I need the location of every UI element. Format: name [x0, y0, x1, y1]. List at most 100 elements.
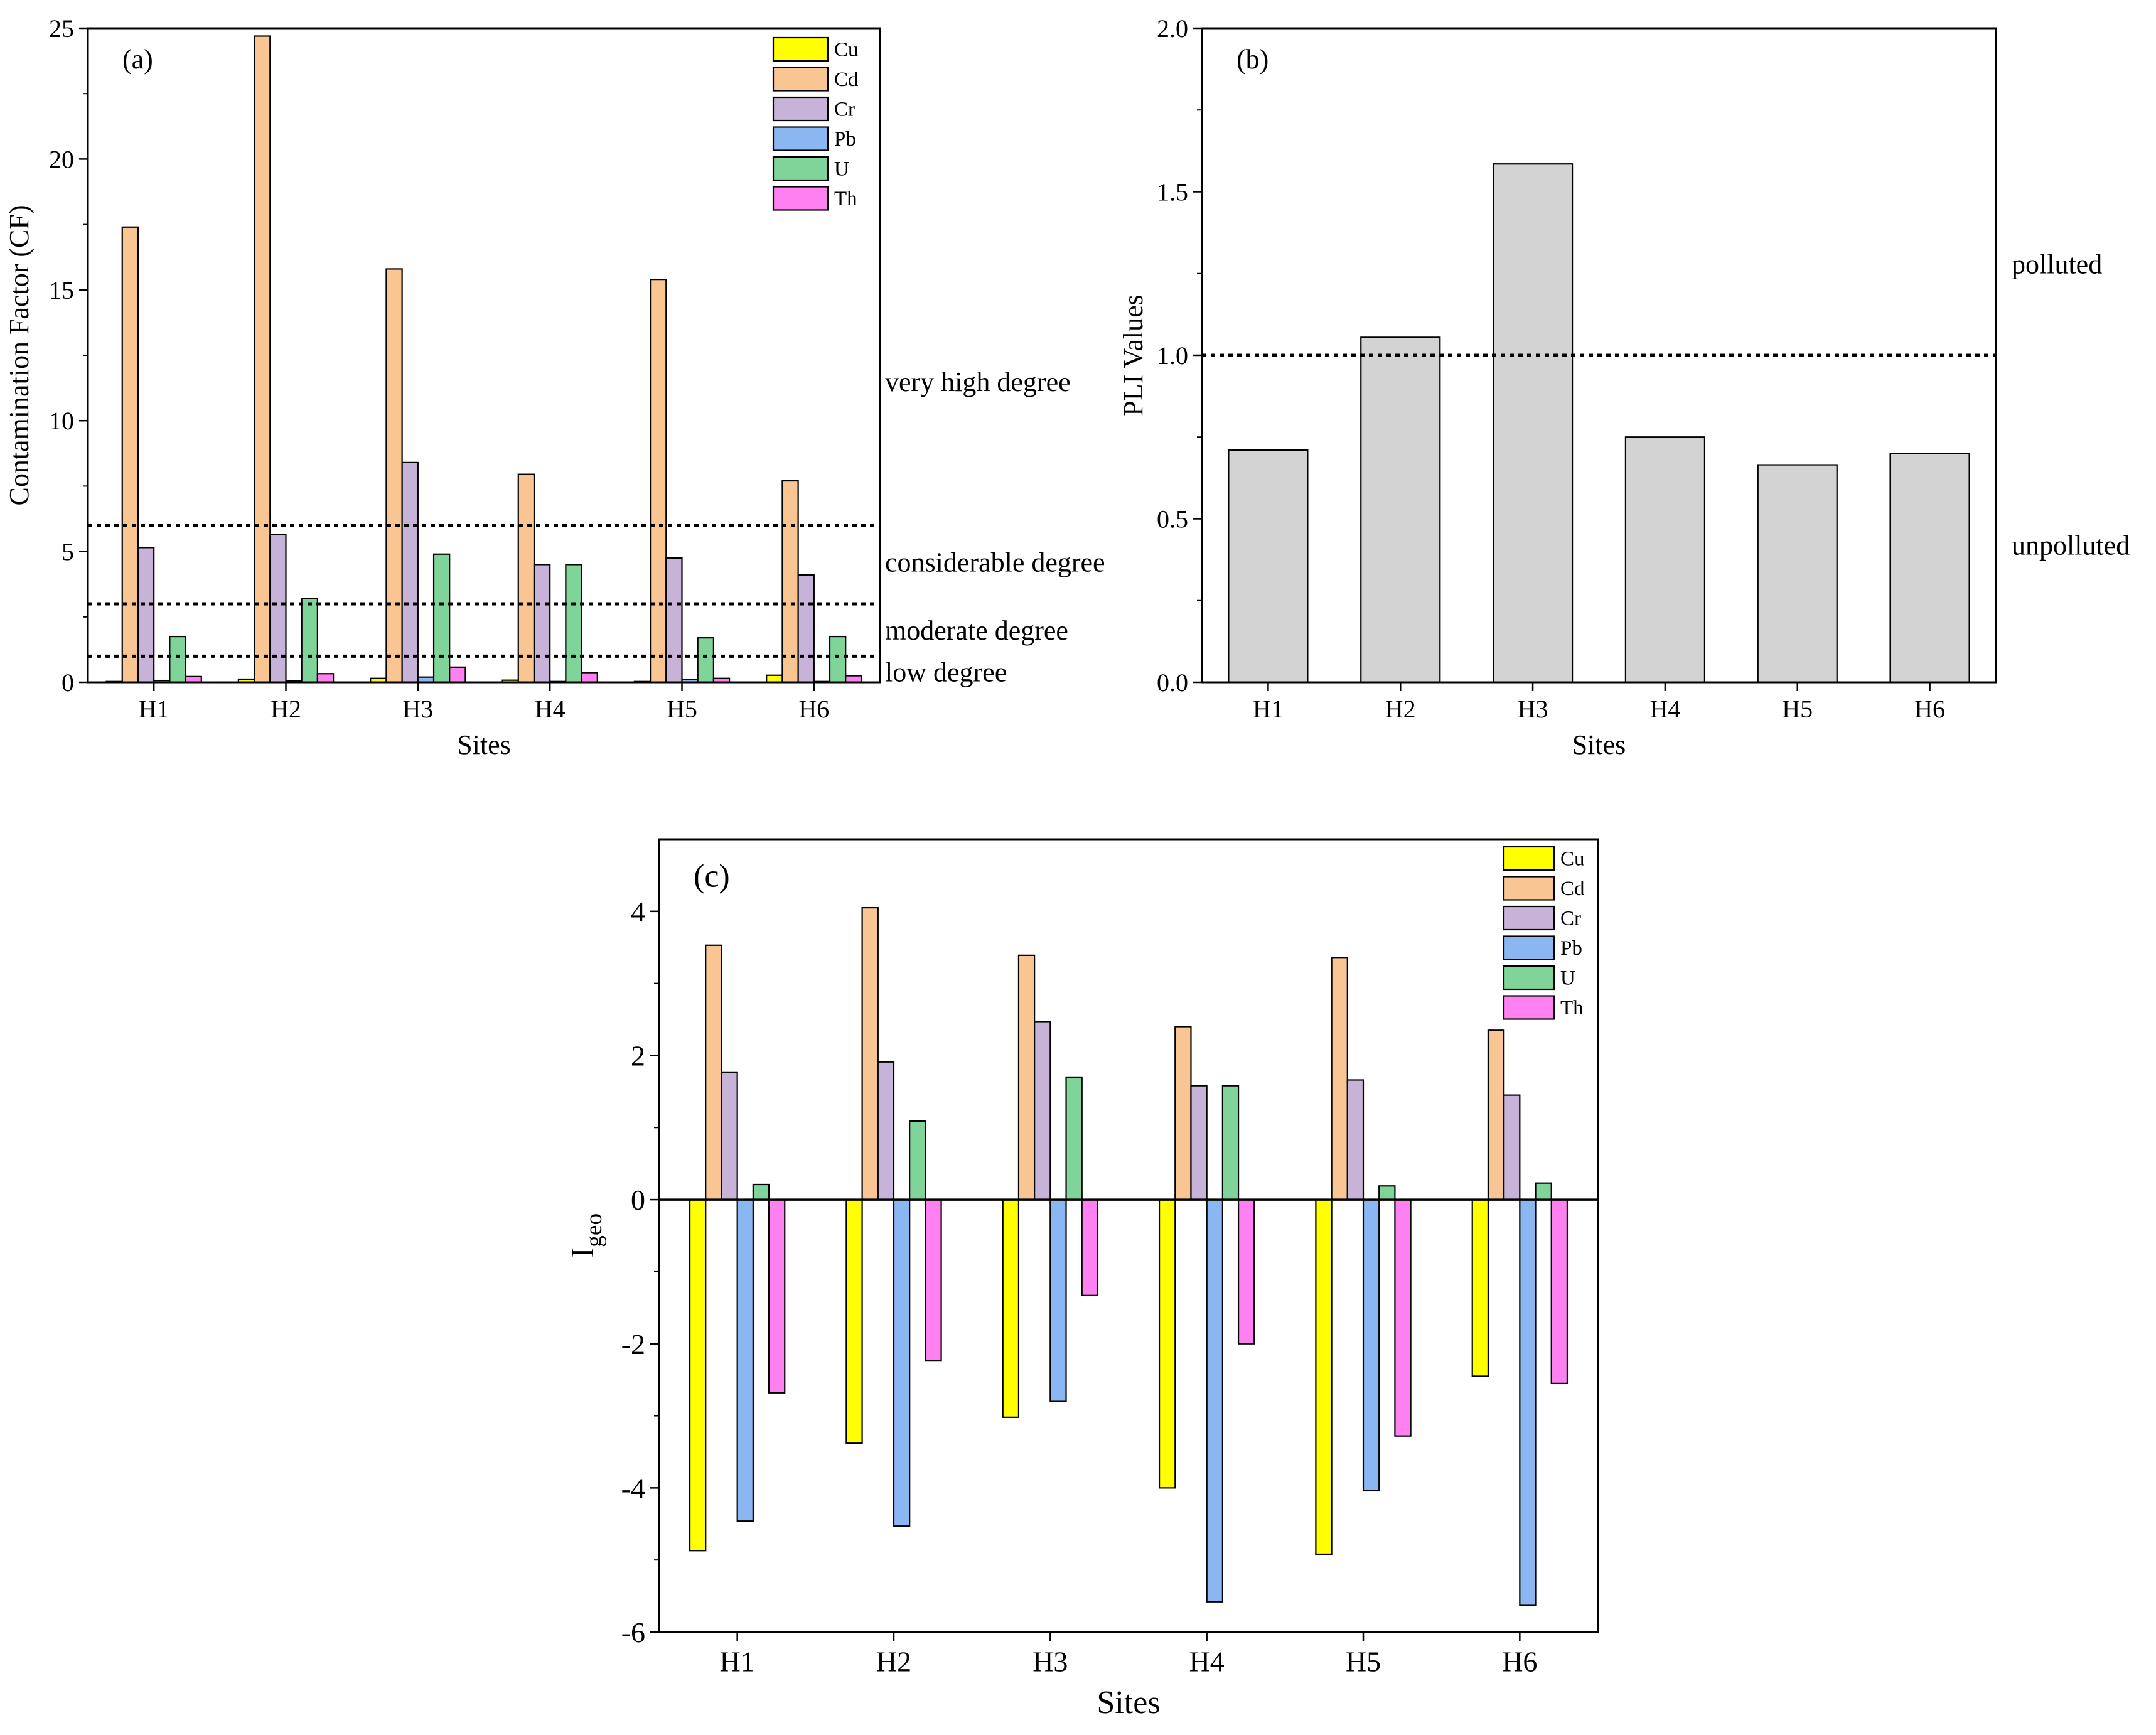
bar-Pb-H4: [1206, 1198, 1223, 1603]
y-axis-label-subscript: geo: [581, 1213, 607, 1247]
bar-Th-H5: [1394, 1198, 1412, 1437]
panel-label: (b): [1236, 44, 1268, 75]
x-tick-label: H3: [1518, 695, 1548, 723]
panel-a: 0 5 10 15 20 25 H1 H2 H3 H4 H5 H6 Sites Contamination…: [4, 14, 1105, 760]
y-tick-label: 1.0: [1157, 341, 1188, 370]
annotation-label: considerable degree: [885, 547, 1105, 578]
bar-U-H6: [829, 635, 847, 684]
x-tick-label: H1: [1253, 695, 1284, 723]
legend-label-U: U: [1560, 967, 1575, 990]
y-tick-label: 2.0: [1157, 14, 1188, 43]
x-tick-label: H2: [271, 695, 301, 723]
bar-PLI-H1: [1228, 449, 1309, 684]
bar-U-H5: [697, 637, 714, 684]
bar-Pb-H3: [1049, 1198, 1067, 1402]
y-axis-label: Igeo: [565, 1213, 607, 1258]
plot-frame: [658, 838, 1599, 1633]
y-tick-label: -4: [621, 1472, 645, 1504]
y-tick-label: -2: [621, 1328, 645, 1360]
x-tick-label: H5: [1782, 695, 1813, 723]
bar-Cr-H2: [269, 534, 287, 684]
x-tick-label: H1: [139, 695, 169, 723]
bar-Cd-H2: [861, 906, 879, 1201]
bar-Cu-H4: [1158, 1198, 1176, 1489]
legend-swatch-Th: [1503, 995, 1555, 1020]
bar-Cd-H6: [1487, 1029, 1505, 1201]
bar-Cd-H3: [1017, 954, 1036, 1201]
legend-label-Pb: Pb: [1560, 937, 1582, 960]
bar-Cu-H6: [766, 674, 783, 684]
bar-Cr-H5: [1346, 1079, 1365, 1201]
bar-Th-H4: [1237, 1198, 1255, 1345]
bar-Th-H4: [581, 672, 598, 684]
x-axis-label: Sites: [1097, 1685, 1160, 1721]
bar-Cd-H1: [121, 226, 139, 684]
bar-U-H3: [432, 553, 451, 684]
annotation-label: very high degree: [885, 367, 1071, 397]
x-tick-label: H6: [798, 695, 829, 723]
panel-label: (c): [694, 858, 730, 894]
bar-Th-H6: [1550, 1198, 1569, 1384]
legend-label-Cd: Cd: [834, 68, 859, 91]
legend-label-Pb: Pb: [834, 128, 856, 151]
legend-label-Cr: Cr: [834, 99, 855, 121]
bar-Cu-H1: [689, 1198, 707, 1552]
bar-PLI-H4: [1624, 436, 1706, 684]
annotation-label: unpolluted: [2012, 530, 2130, 561]
y-tick-label: 15: [49, 276, 74, 304]
bar-Pb-H5: [1362, 1198, 1380, 1492]
x-axis-label: Sites: [457, 729, 511, 760]
bar-Cd-H4: [517, 473, 535, 684]
bar-PLI-H2: [1360, 336, 1441, 684]
y-tick-label: 25: [49, 14, 74, 43]
legend-swatch-Cd: [772, 67, 829, 92]
bar-Cr-H1: [137, 547, 155, 684]
y-tick-label: -6: [621, 1616, 645, 1648]
panel-label: (a): [122, 44, 153, 75]
annotation-label: polluted: [2012, 249, 2102, 280]
bar-Cr-H3: [1034, 1021, 1051, 1201]
y-tick-label: 1.5: [1157, 178, 1188, 207]
bar-Pb-H2: [893, 1198, 911, 1527]
y-tick-label: 2: [631, 1040, 645, 1072]
bar-Th-H2: [925, 1198, 942, 1362]
annotation-label: low degree: [885, 657, 1007, 688]
legend-label-Cr: Cr: [1560, 908, 1581, 930]
panel-c: -6 -4 -2 0 2 4 H1 H2 H3 H4 H5 H6 Sites Igeo (c) Cu Cd Cr P…: [565, 838, 1599, 1721]
legend-swatch-Cu: [772, 36, 829, 62]
x-tick-label: H4: [1649, 695, 1680, 723]
bar-Th-H2: [316, 673, 335, 684]
annotation-label: moderate degree: [885, 615, 1068, 646]
x-tick-label: H2: [1385, 695, 1416, 723]
bar-Cu-H6: [1471, 1198, 1489, 1377]
bar-U-H2: [909, 1120, 926, 1201]
legend-swatch-Cr: [1503, 905, 1555, 931]
y-tick-label: 0.0: [1157, 669, 1188, 697]
bar-U-H1: [752, 1183, 770, 1201]
y-axis-label: Contamination Factor (CF): [4, 205, 35, 505]
bar-Cu-H5: [1315, 1198, 1333, 1555]
bar-Cu-H2: [845, 1198, 863, 1444]
legend-label-Th: Th: [1560, 997, 1584, 1019]
y-tick-label: 20: [49, 145, 74, 173]
legend-label-Th: Th: [834, 188, 857, 210]
x-tick-label: H3: [402, 695, 433, 723]
x-tick-label: H3: [1032, 1645, 1068, 1677]
bar-Cd-H4: [1174, 1026, 1192, 1201]
x-tick-label: H6: [1502, 1645, 1537, 1677]
bar-PLI-H3: [1492, 163, 1574, 684]
legend-label-Cu: Cu: [1560, 848, 1585, 871]
legend: Cu Cd Cr Pb U Th: [772, 36, 859, 211]
bar-Cd-H5: [649, 279, 667, 684]
bar-U-H6: [1535, 1182, 1552, 1201]
bar-Th-H3: [449, 666, 466, 684]
plot-frame: [87, 27, 881, 684]
bar-Cu-H3: [1002, 1198, 1020, 1418]
bar-Cd-H6: [781, 480, 799, 684]
bar-Pb-H1: [736, 1198, 754, 1522]
x-tick-label: H4: [535, 695, 566, 723]
bar-PLI-H6: [1889, 453, 1970, 684]
bar-U-H5: [1378, 1185, 1396, 1201]
bar-Cd-H5: [1331, 957, 1348, 1201]
